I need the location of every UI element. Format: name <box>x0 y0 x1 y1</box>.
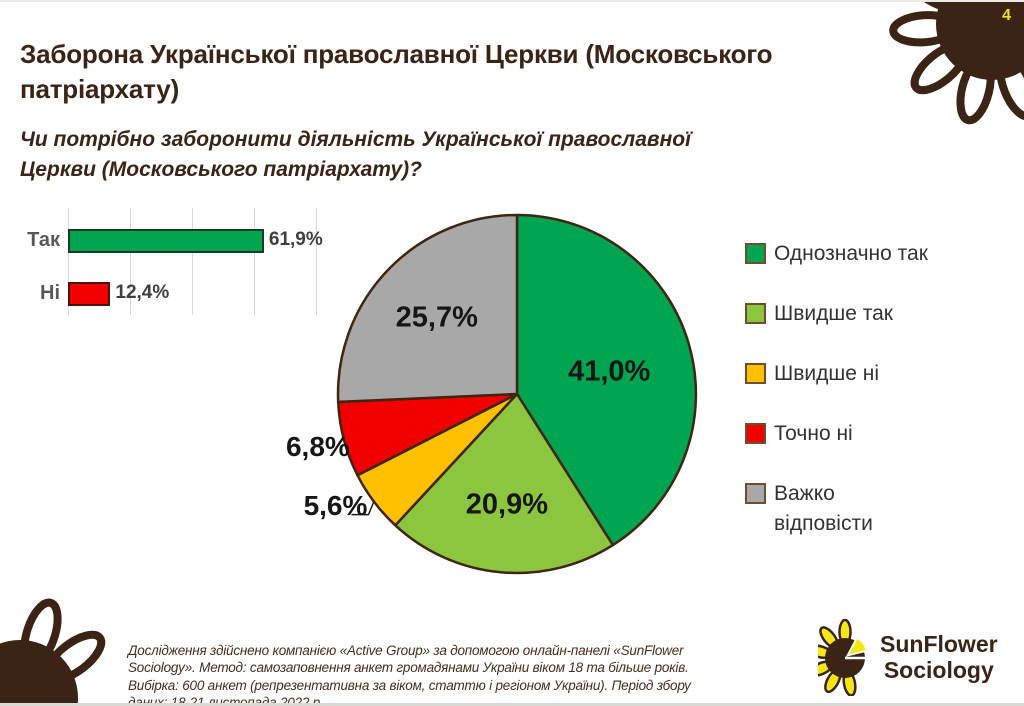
legend-item: Точно ні <box>745 419 928 449</box>
logo-line2: Sociology <box>883 657 994 683</box>
legend-item: Швидше так <box>745 299 928 329</box>
legend-label: Швидше ні <box>774 362 880 385</box>
bar-chart: Так 61,9% Ні 12,4% <box>10 208 340 322</box>
page-title: Заборона Української православної Церкви… <box>20 39 773 105</box>
sunflower-logo-text: SunFlower Sociology <box>880 631 998 683</box>
pie-legend: Однозначно так Швидше так Швидше ні Точно н… <box>745 239 928 569</box>
legend-label: Швидше так <box>774 302 893 325</box>
legend-item: Однозначно так <box>745 239 928 269</box>
legend-swatch <box>745 303 766 324</box>
legend-label: Однозначно так <box>774 242 928 265</box>
sunflower-logo-icon <box>818 618 868 696</box>
bar <box>68 229 264 253</box>
flower-decoration-top-right <box>889 2 1024 125</box>
bar-row: Так 61,9% <box>10 228 340 253</box>
page-number: 4 <box>1002 7 1011 24</box>
bar-value-label: 61,9% <box>268 229 323 250</box>
pie-slice-label: 20,9% <box>466 489 548 521</box>
legend-label: Точно ні <box>774 422 853 445</box>
legend-item: Важко відповісти <box>745 479 928 539</box>
legend-swatch <box>745 243 766 264</box>
sunflower-logo: SunFlower Sociology <box>818 618 998 696</box>
pie-slice-label: 5,6% <box>304 490 368 521</box>
pie-slice <box>336 213 519 404</box>
flower-decoration-bottom-left <box>0 598 106 703</box>
legend-swatch <box>745 363 766 384</box>
bar-category-label: Так <box>27 229 60 251</box>
survey-question: Чи потрібно заборонити діяльність Україн… <box>20 128 691 182</box>
legend-label: Важко відповісти <box>774 482 873 535</box>
legend-swatch <box>745 483 766 504</box>
bar-value-label: 12,4% <box>115 282 170 303</box>
bar-category-label: Ні <box>40 282 60 304</box>
legend-item: Швидше ні <box>745 359 928 389</box>
bar <box>68 282 111 306</box>
pie-slice-label: 41,0% <box>568 356 650 388</box>
bar-row: Ні 12,4% <box>10 281 340 306</box>
pie-slice-label: 6,8% <box>286 431 350 462</box>
methodology-note: Дослідження здійснено компанією «Active … <box>128 642 691 706</box>
pie-slice-label: 25,7% <box>396 301 478 333</box>
pie-label-connector <box>351 502 375 516</box>
logo-line1: SunFlower <box>880 631 998 657</box>
legend-swatch <box>745 423 766 444</box>
pie-slice <box>394 392 615 575</box>
pie-chart: 41,0% 20,9% 5,6% 6,8% 25,7% <box>286 213 698 575</box>
